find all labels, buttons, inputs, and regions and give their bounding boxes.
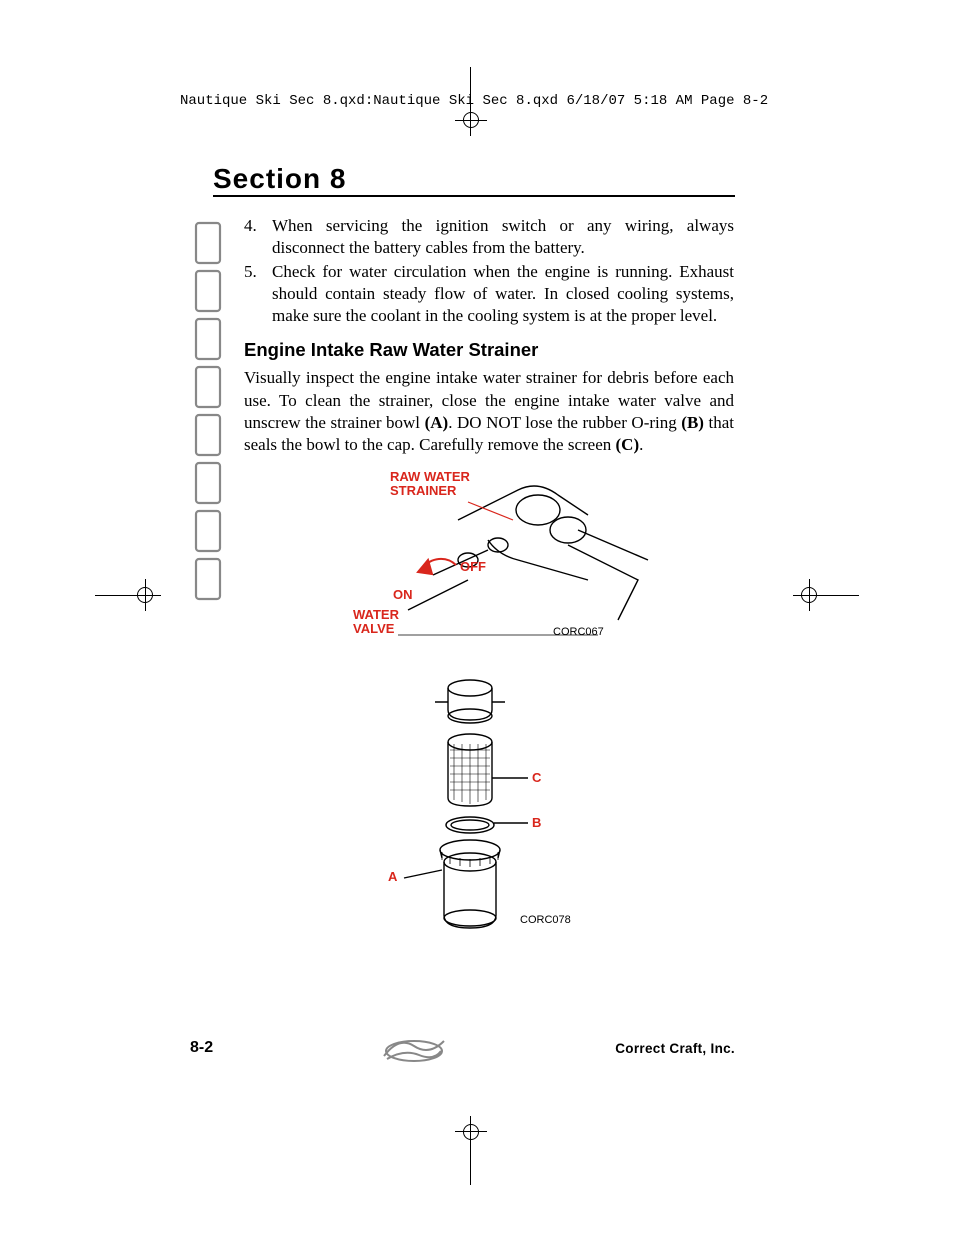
crop-mark	[455, 120, 487, 121]
brand-logo-vertical	[191, 213, 227, 603]
crop-mark	[455, 1131, 487, 1132]
page-number: 8-2	[190, 1039, 213, 1057]
company-name: Correct Craft, Inc.	[615, 1041, 735, 1056]
diagram-icon	[380, 670, 640, 940]
figure-label: C	[532, 771, 541, 785]
figure-label: B	[532, 816, 541, 830]
list-text: Check for water circulation when the eng…	[272, 261, 734, 327]
subheading: Engine Intake Raw Water Strainer	[244, 339, 734, 361]
crop-mark	[793, 595, 825, 596]
figure-strainer-assembly: RAW WATER STRAINER OFF ON WATER VALVE CO…	[338, 460, 738, 660]
figure-label: WATER VALVE	[353, 608, 399, 637]
crop-mark	[463, 1124, 479, 1140]
list-item: 5. Check for water circulation when the …	[244, 261, 734, 327]
crop-mark	[129, 595, 161, 596]
footer-logo-icon	[379, 1031, 449, 1065]
list-number: 5.	[244, 261, 272, 327]
list-item: 4. When servicing the ignition switch or…	[244, 215, 734, 259]
figure-id: CORC078	[520, 914, 571, 926]
paragraph: Visually inspect the engine intake water…	[244, 367, 734, 455]
content-area: 4. When servicing the ignition switch or…	[244, 215, 734, 456]
para-text: .	[639, 435, 643, 454]
figure-label: OFF	[460, 560, 486, 574]
crop-mark	[470, 1116, 471, 1148]
header-meta: Nautique Ski Sec 8.qxd:Nautique Ski Sec …	[180, 93, 768, 109]
footer: 8-2 Correct Craft, Inc.	[190, 1028, 735, 1068]
list-text: When servicing the ignition switch or an…	[272, 215, 734, 259]
page: Nautique Ski Sec 8.qxd:Nautique Ski Sec …	[0, 0, 954, 1235]
section-title: Section 8	[213, 163, 346, 199]
label-text: VALVE	[353, 621, 394, 636]
label-text: STRAINER	[390, 483, 456, 498]
figure-label: A	[388, 870, 397, 884]
section-rule	[213, 195, 735, 197]
figure-label: RAW WATER STRAINER	[390, 470, 470, 499]
para-text: . DO NOT lose the rubber O-ring	[448, 413, 681, 432]
label-text: RAW WATER	[390, 469, 470, 484]
list-number: 4.	[244, 215, 272, 259]
figure-label: ON	[393, 588, 413, 602]
figure-strainer-exploded: C B A CORC078	[380, 670, 640, 940]
label-text: WATER	[353, 607, 399, 622]
numbered-list: 4. When servicing the ignition switch or…	[244, 215, 734, 327]
figure-id: CORC067	[553, 626, 604, 638]
bold-ref-c: (C)	[616, 435, 640, 454]
bold-ref-a: (A)	[425, 413, 449, 432]
bold-ref-b: (B)	[681, 413, 704, 432]
